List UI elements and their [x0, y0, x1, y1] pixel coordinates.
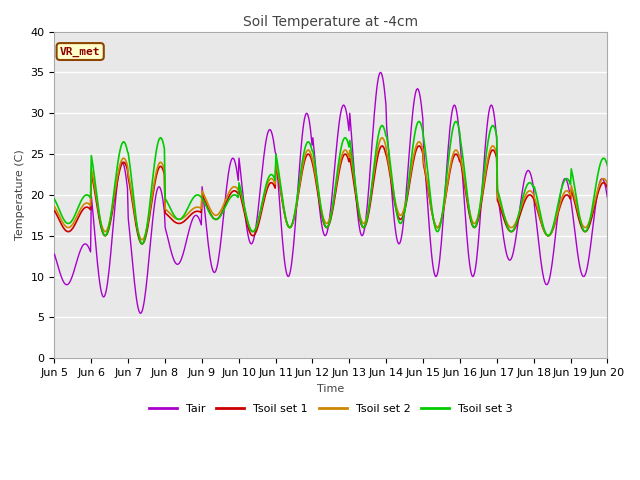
X-axis label: Time: Time	[317, 384, 344, 394]
Y-axis label: Temperature (C): Temperature (C)	[15, 150, 25, 240]
Title: Soil Temperature at -4cm: Soil Temperature at -4cm	[243, 15, 419, 29]
Text: VR_met: VR_met	[60, 47, 100, 57]
Legend: Tair, Tsoil set 1, Tsoil set 2, Tsoil set 3: Tair, Tsoil set 1, Tsoil set 2, Tsoil se…	[145, 399, 517, 418]
